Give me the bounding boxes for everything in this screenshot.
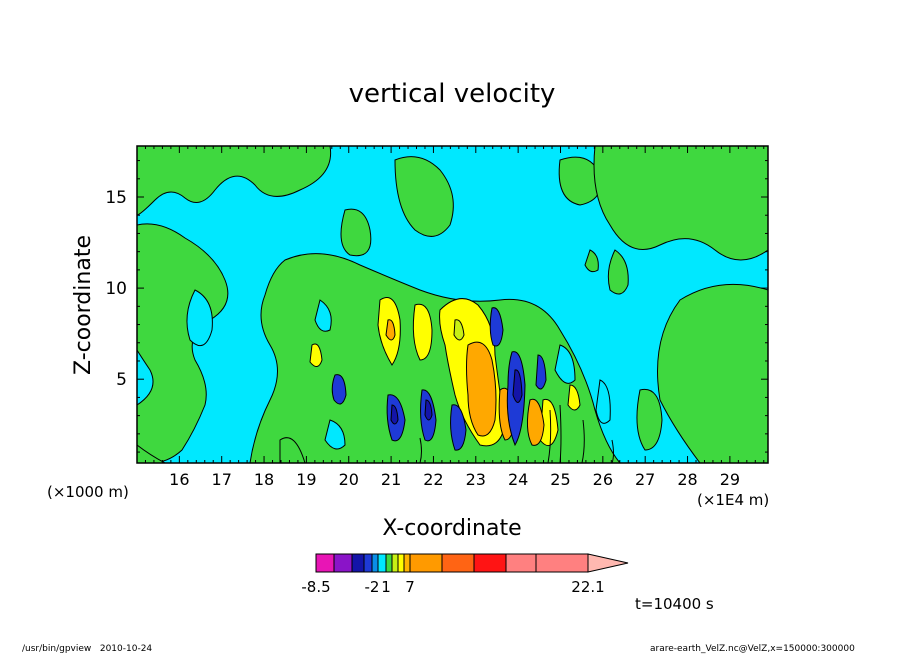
colorbar-segment [441, 553, 475, 573]
colorbar [315, 553, 629, 573]
colorbar-label: 1 [381, 578, 391, 596]
x-tick-label: 16 [169, 470, 189, 489]
colorbar-segment [333, 553, 353, 573]
colorbar-segment [505, 553, 537, 573]
x-axis-ticks: 16 17 18 19 20 21 22 23 24 25 26 27 28 29 [144, 146, 765, 489]
y-tick-label: 5 [116, 370, 127, 390]
colorbar-segment [403, 553, 411, 573]
chart-title: vertical velocity [349, 79, 556, 109]
x-tick-label: 19 [296, 470, 316, 489]
colorbar-segment [473, 553, 507, 573]
x-tick-label: 29 [720, 470, 740, 489]
colorbar-arrow [587, 553, 629, 573]
colorbar-segment [397, 553, 405, 573]
green-contours [137, 146, 768, 463]
footer-right: arare-earth_VelZ.nc@VelZ,x=150000:300000 [650, 644, 855, 654]
x-unit-right: (×1E4 m) [697, 491, 769, 509]
x-tick-label: 22 [423, 470, 443, 489]
colorbar-segment [351, 553, 365, 573]
colorbar-label: -8.5 [301, 578, 330, 596]
colorbar-label: -2 [365, 578, 380, 596]
colorbar-segment [385, 553, 393, 573]
x-tick-label: 28 [677, 470, 697, 489]
dark-blue-regions [390, 369, 523, 425]
colorbar-segment [315, 553, 335, 573]
x-tick-label: 17 [212, 470, 232, 489]
cyan-holes [186, 289, 611, 450]
y-axis-label: Z-coordinate [71, 235, 96, 375]
colorbar-labels: -8.5 -2 1 7 22.1 [301, 578, 604, 596]
colorbar-segment [535, 553, 589, 573]
footer-left: /usr/bin/gpview 2010-10-24 [22, 644, 152, 654]
colorbar-segment [409, 553, 443, 573]
plot-frame [136, 145, 769, 464]
x-tick-label: 24 [508, 470, 528, 489]
colorbar-label: 7 [405, 578, 415, 596]
colorbar-segment [363, 553, 373, 573]
x-tick-label: 23 [466, 470, 486, 489]
x-tick-label: 26 [593, 470, 613, 489]
x-tick-label: 21 [381, 470, 401, 489]
time-label: t=10400 s [635, 595, 714, 613]
x-tick-label: 27 [635, 470, 655, 489]
x-axis-label: X-coordinate [382, 516, 521, 541]
x-tick-label: 25 [550, 470, 570, 489]
x-tick-label: 20 [339, 470, 359, 489]
colorbar-segment [371, 553, 379, 573]
x-tick-label: 18 [254, 470, 274, 489]
y-axis-ticks: 5 10 15 [105, 160, 768, 453]
plot-area [137, 146, 768, 463]
y-tick-label: 10 [105, 279, 127, 299]
colorbar-segment [391, 553, 399, 573]
colorbar-segment [377, 553, 387, 573]
orange-regions [385, 319, 545, 446]
x-unit-left: (×1000 m) [47, 483, 129, 501]
y-tick-label: 15 [105, 188, 127, 208]
colorbar-label: 22.1 [571, 578, 604, 596]
